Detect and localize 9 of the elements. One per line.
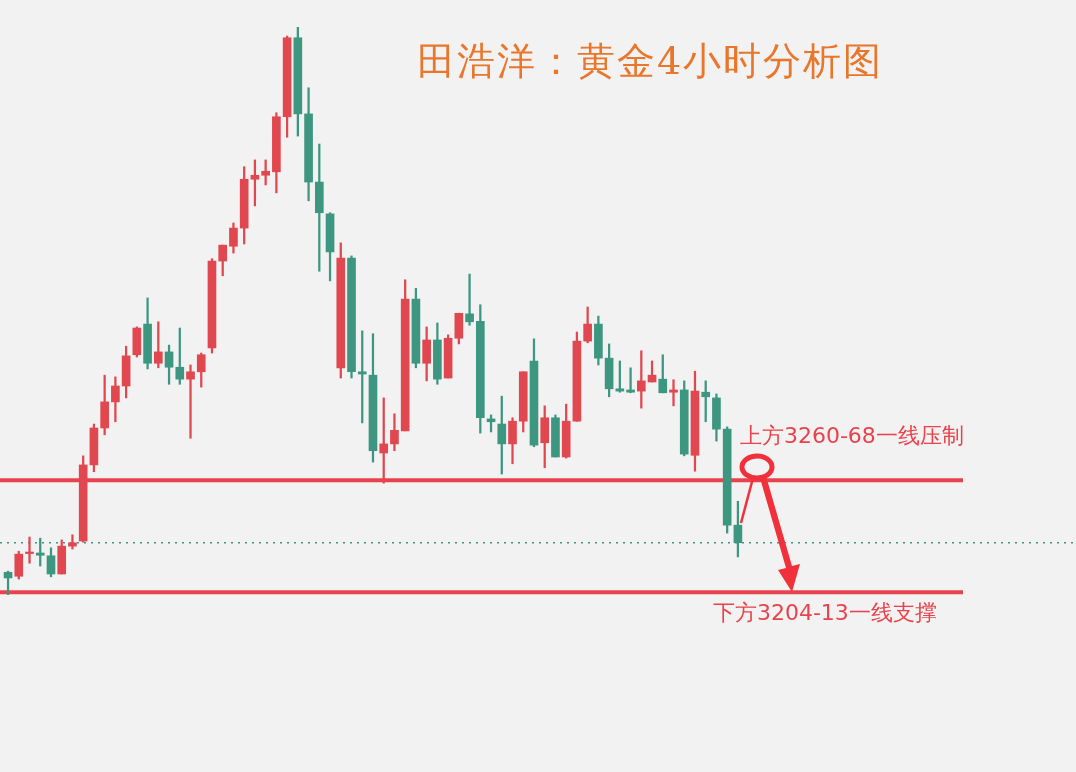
candlestick bbox=[626, 367, 635, 394]
candlestick bbox=[186, 364, 195, 439]
candlestick bbox=[68, 534, 77, 550]
ref-line-label: 上方3260-68一线压制 bbox=[739, 422, 964, 448]
ref-line-label: 下方3204-13一线支撑 bbox=[712, 599, 937, 625]
candlestick bbox=[465, 273, 474, 326]
candlestick bbox=[25, 536, 34, 564]
chart-title: 田浩洋：黄金4小时分析图 bbox=[415, 38, 885, 85]
candlestick bbox=[669, 379, 678, 407]
